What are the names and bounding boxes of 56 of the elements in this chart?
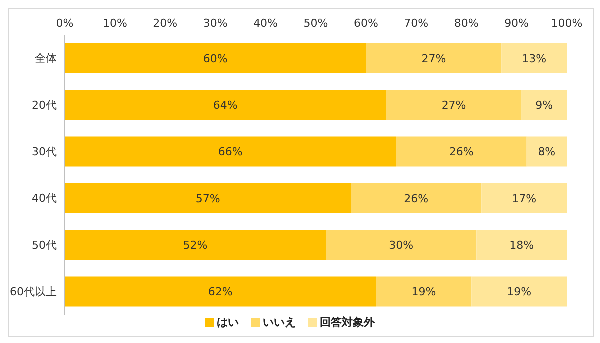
x-tick-label: 40% [254, 17, 278, 30]
x-tick-label: 50% [304, 17, 328, 30]
bar [366, 43, 502, 74]
bar [65, 136, 396, 167]
bar [376, 276, 472, 307]
bar [472, 276, 567, 307]
data-label: 30% [389, 239, 414, 252]
bar [386, 90, 522, 120]
x-tick-label: 20% [153, 17, 178, 30]
data-label: 9% [536, 99, 554, 112]
y-tick-label: 40代 [32, 192, 57, 206]
bar [396, 136, 527, 167]
data-label: 17% [512, 192, 537, 206]
data-label: 13% [522, 52, 547, 66]
x-tick-label: 30% [203, 17, 228, 30]
y-tick-label: 50代 [32, 238, 57, 252]
bar [476, 230, 567, 260]
data-label: 19% [507, 286, 532, 299]
bar [65, 43, 366, 74]
bar [502, 43, 567, 74]
bar [65, 90, 386, 120]
data-label: 62% [208, 286, 233, 299]
data-label: 27% [422, 52, 446, 66]
bar [326, 230, 477, 260]
data-label: 27% [442, 99, 466, 112]
data-label: 57% [196, 192, 220, 206]
bar [351, 183, 482, 214]
data-label: 64% [213, 99, 238, 112]
data-label: 26% [449, 146, 474, 159]
data-label: 19% [412, 286, 436, 299]
data-label: 52% [183, 239, 208, 252]
bar [526, 136, 567, 167]
y-tick-label: 全体 [35, 52, 57, 66]
data-label: 60% [203, 52, 228, 66]
y-tick-label: 20代 [32, 98, 57, 112]
legend-label: いいえ [263, 315, 296, 330]
bar [65, 276, 376, 307]
x-tick-label: 70% [404, 17, 429, 30]
y-tick-label: 60代以上 [10, 286, 57, 299]
bar [482, 183, 567, 214]
legend-label: 回答対象外 [320, 315, 375, 330]
data-label: 66% [218, 146, 243, 159]
data-label: 8% [538, 146, 556, 159]
data-label: 18% [510, 239, 534, 252]
x-tick-label: 0% [56, 17, 74, 30]
data-label: 26% [404, 192, 429, 206]
y-tick-label: 30代 [32, 146, 57, 159]
x-tick-label: 60% [354, 17, 378, 30]
legend-label: はい [217, 315, 239, 330]
x-tick-label: 10% [102, 17, 128, 30]
bar [65, 230, 326, 260]
bar [522, 90, 567, 120]
x-tick-label: 100% [551, 17, 583, 30]
x-tick-label: 90% [504, 17, 530, 30]
x-tick-label: 80% [454, 17, 479, 30]
bar [65, 183, 352, 214]
